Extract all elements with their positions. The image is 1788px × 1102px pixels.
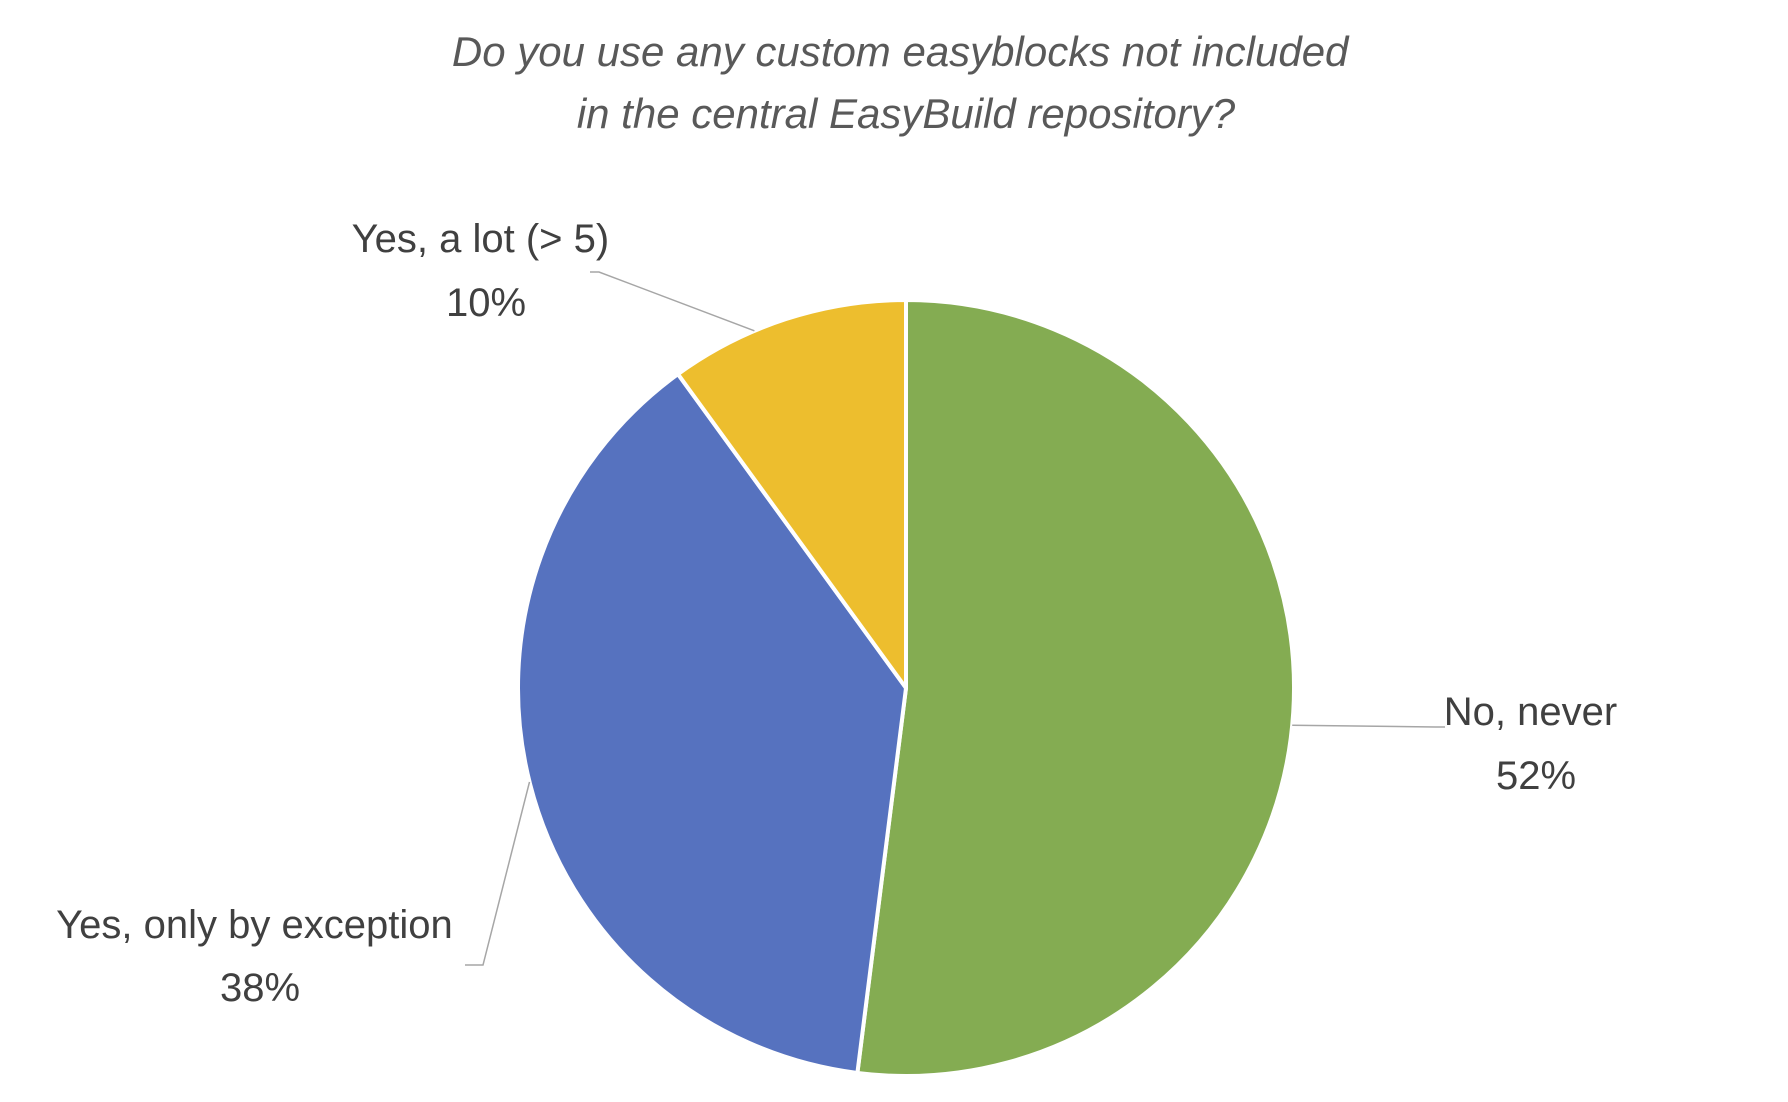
pie-slices	[516, 298, 1296, 1078]
pie-slice-yes-by-exception	[516, 372, 908, 1075]
data-label-yes-a-lot-value: 10%	[446, 281, 526, 325]
data-label-yes-by-exception-value: 38%	[220, 966, 300, 1010]
chart-title: Do you use any custom easyblocks not inc…	[452, 28, 1360, 137]
data-label-yes-by-exception-category: Yes, only by exception	[56, 903, 453, 947]
data-label-yes-a-lot: Yes, a lot (> 5) 10%	[352, 217, 621, 325]
leader-lines	[465, 271, 1445, 966]
leader-line-no-never	[1292, 724, 1445, 728]
data-label-yes-by-exception: Yes, only by exception 38%	[56, 903, 464, 1010]
data-label-no-never: No, never 52%	[1444, 690, 1629, 798]
chart-title-line-1: Do you use any custom easyblocks not inc…	[452, 28, 1350, 75]
leader-line-yes-a-lot	[590, 271, 755, 332]
pie-slice-yes-a-lot	[675, 298, 908, 690]
pie-slice-no-never	[855, 298, 1296, 1078]
chart-title-line-2: in the central EasyBuild repository?	[577, 90, 1236, 137]
data-label-no-never-category: No, never	[1444, 690, 1617, 734]
leader-line-yes-by-exception	[465, 781, 531, 966]
data-label-no-never-value: 52%	[1496, 754, 1576, 798]
data-label-yes-a-lot-category: Yes, a lot (> 5)	[352, 217, 610, 261]
